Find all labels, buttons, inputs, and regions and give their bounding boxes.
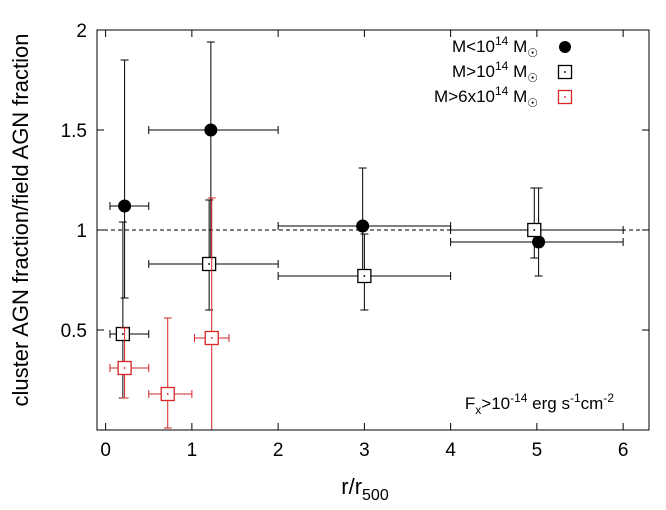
y-tick-label: 1	[76, 221, 87, 242]
x-tick-label: 2	[273, 440, 284, 461]
legend-label: M>1014 M☉	[452, 59, 538, 85]
legend-entry: M<1014 M☉	[452, 34, 571, 60]
data-point	[109, 327, 150, 399]
y-tick-label: 1.5	[61, 121, 87, 142]
data-point	[109, 59, 150, 299]
square-center-dot	[363, 275, 366, 277]
square-center-dot	[123, 367, 126, 369]
series-1	[109, 41, 624, 299]
y-axis-title: cluster AGN fraction/field AGN fraction	[8, 34, 33, 407]
legend-entry: M>6x1014 M☉	[434, 84, 573, 110]
x-tick-label: 0	[100, 440, 111, 461]
legend-label: M>6x1014 M☉	[434, 84, 538, 110]
x-axis-title: r/r500	[341, 474, 389, 504]
square-center-dot	[208, 263, 210, 265]
square-center-dot	[210, 337, 213, 339]
data-point	[193, 197, 230, 431]
square-center-dot	[166, 393, 169, 395]
ticks-layer	[97, 29, 649, 430]
series-3	[109, 197, 230, 431]
filled-circle-marker	[356, 219, 370, 233]
data-point	[450, 187, 624, 277]
legend: M<1014 M☉M>1014 M☉M>6x1014 M☉	[434, 34, 573, 110]
y-tick-label: 2	[76, 21, 87, 42]
legend-symbol-dot	[564, 71, 566, 73]
data-point	[148, 199, 279, 311]
y-tick-label: 0.5	[61, 321, 87, 342]
labels-layer: 0 1 2 3 4 5 6 0.5 1 1.5 2 r/r500 cluster AGN fractio…	[8, 21, 628, 504]
data-point	[148, 317, 193, 429]
square-center-dot	[533, 229, 536, 231]
data-point	[277, 233, 452, 311]
x-tick-label: 1	[187, 440, 198, 461]
filled-circle-marker	[204, 123, 218, 137]
legend-label: M<1014 M☉	[452, 34, 538, 60]
x-tick-label: 5	[532, 440, 543, 461]
filled-circle-marker	[118, 199, 132, 213]
legend-entry: M>1014 M☉	[452, 59, 573, 85]
x-tick-label: 4	[445, 440, 456, 461]
x-tick-label: 6	[618, 440, 629, 461]
legend-symbol-dot	[564, 96, 566, 98]
flux-annotation: Fx>10-14 erg s-1cm-2	[465, 391, 614, 417]
series-2	[109, 187, 624, 399]
data-point	[450, 187, 624, 259]
series-layer	[109, 41, 624, 431]
annotation-layer: Fx>10-14 erg s-1cm-2	[465, 391, 614, 417]
legend-symbol	[559, 41, 571, 53]
square-center-dot	[122, 333, 124, 335]
x-tick-label: 3	[359, 440, 370, 461]
